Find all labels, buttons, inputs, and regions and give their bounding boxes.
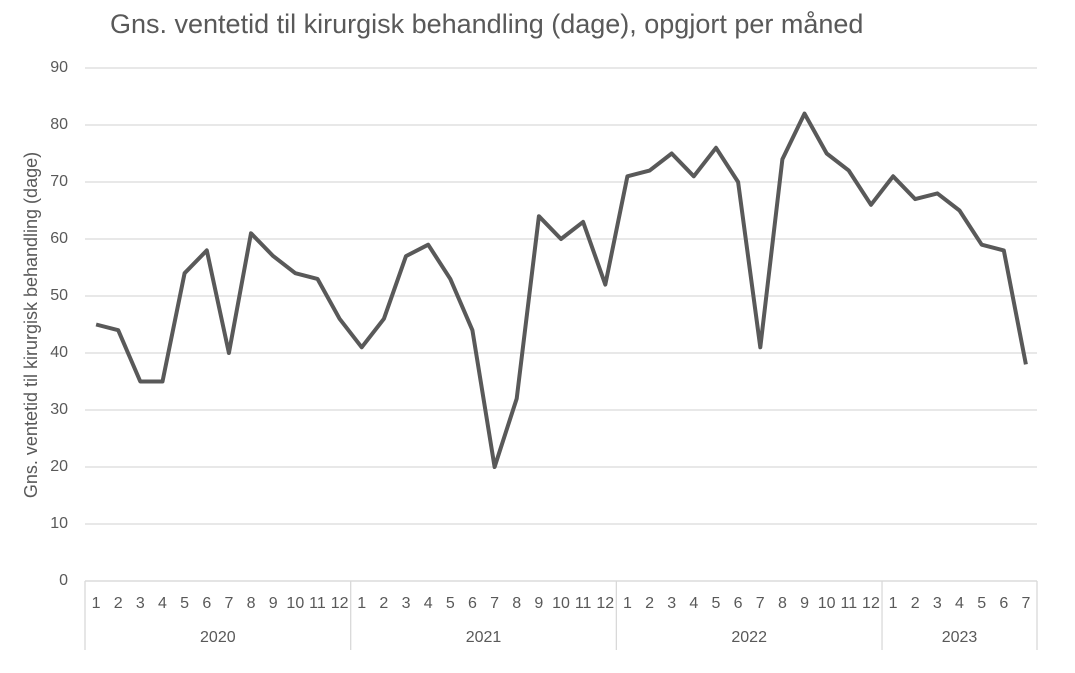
x-tick-label: 3 bbox=[402, 595, 411, 612]
x-tick-label: 6 bbox=[734, 595, 743, 612]
y-tick-label: 40 bbox=[50, 344, 68, 361]
x-tick-label: 12 bbox=[331, 595, 349, 612]
x-tick-label: 7 bbox=[756, 595, 765, 612]
x-tick-label: 1 bbox=[623, 595, 632, 612]
group-label: 2023 bbox=[942, 629, 978, 646]
x-tick-label: 10 bbox=[552, 595, 570, 612]
x-tick-label: 11 bbox=[841, 595, 858, 612]
y-tick-label: 10 bbox=[50, 515, 68, 532]
x-tick-label: 2 bbox=[645, 595, 654, 612]
x-tick-label: 5 bbox=[180, 595, 189, 612]
group-label: 2021 bbox=[466, 629, 502, 646]
x-tick-label: 1 bbox=[92, 595, 101, 612]
y-axis-title: Gns. ventetid til kirurgisk behandling (… bbox=[21, 152, 41, 498]
y-tick-label: 70 bbox=[50, 173, 68, 190]
x-tick-label: 7 bbox=[224, 595, 233, 612]
x-tick-label: 4 bbox=[689, 595, 698, 612]
x-tick-label: 1 bbox=[357, 595, 366, 612]
x-tick-label: 8 bbox=[512, 595, 521, 612]
x-tick-label: 12 bbox=[862, 595, 880, 612]
y-tick-label: 20 bbox=[50, 458, 68, 475]
x-tick-label: 11 bbox=[309, 595, 326, 612]
y-tick-label: 90 bbox=[50, 59, 68, 76]
x-tick-label: 3 bbox=[667, 595, 676, 612]
x-tick-label: 4 bbox=[158, 595, 167, 612]
group-label: 2022 bbox=[731, 629, 767, 646]
x-tick-label: 10 bbox=[286, 595, 304, 612]
x-tick-label: 5 bbox=[712, 595, 721, 612]
x-tick-label: 5 bbox=[446, 595, 455, 612]
x-tick-label: 5 bbox=[977, 595, 986, 612]
x-tick-label: 9 bbox=[534, 595, 543, 612]
x-tick-label: 4 bbox=[424, 595, 433, 612]
y-tick-label: 80 bbox=[50, 116, 68, 133]
x-tick-label: 12 bbox=[596, 595, 614, 612]
x-tick-label: 8 bbox=[247, 595, 256, 612]
x-tick-label: 1 bbox=[889, 595, 898, 612]
y-tick-label: 50 bbox=[50, 287, 68, 304]
y-tick-label: 0 bbox=[59, 572, 68, 589]
x-tick-label: 2 bbox=[114, 595, 123, 612]
group-label: 2020 bbox=[200, 629, 236, 646]
x-tick-label: 4 bbox=[955, 595, 964, 612]
x-tick-label: 2 bbox=[911, 595, 920, 612]
x-tick-label: 6 bbox=[999, 595, 1008, 612]
y-tick-label: 30 bbox=[50, 401, 68, 418]
x-tick-label: 3 bbox=[136, 595, 145, 612]
x-tick-label: 7 bbox=[490, 595, 499, 612]
data-line bbox=[95, 111, 1028, 469]
x-tick-label: 9 bbox=[800, 595, 809, 612]
x-tick-label: 6 bbox=[202, 595, 211, 612]
x-tick-label: 9 bbox=[269, 595, 278, 612]
chart-title: Gns. ventetid til kirurgisk behandling (… bbox=[110, 9, 863, 39]
x-tick-label: 10 bbox=[818, 595, 836, 612]
y-tick-label: 60 bbox=[50, 230, 68, 247]
x-tick-label: 7 bbox=[1021, 595, 1030, 612]
x-tick-label: 11 bbox=[575, 595, 592, 612]
x-tick-label: 3 bbox=[933, 595, 942, 612]
x-tick-label: 8 bbox=[778, 595, 787, 612]
x-tick-label: 6 bbox=[468, 595, 477, 612]
x-tick-label: 2 bbox=[379, 595, 388, 612]
